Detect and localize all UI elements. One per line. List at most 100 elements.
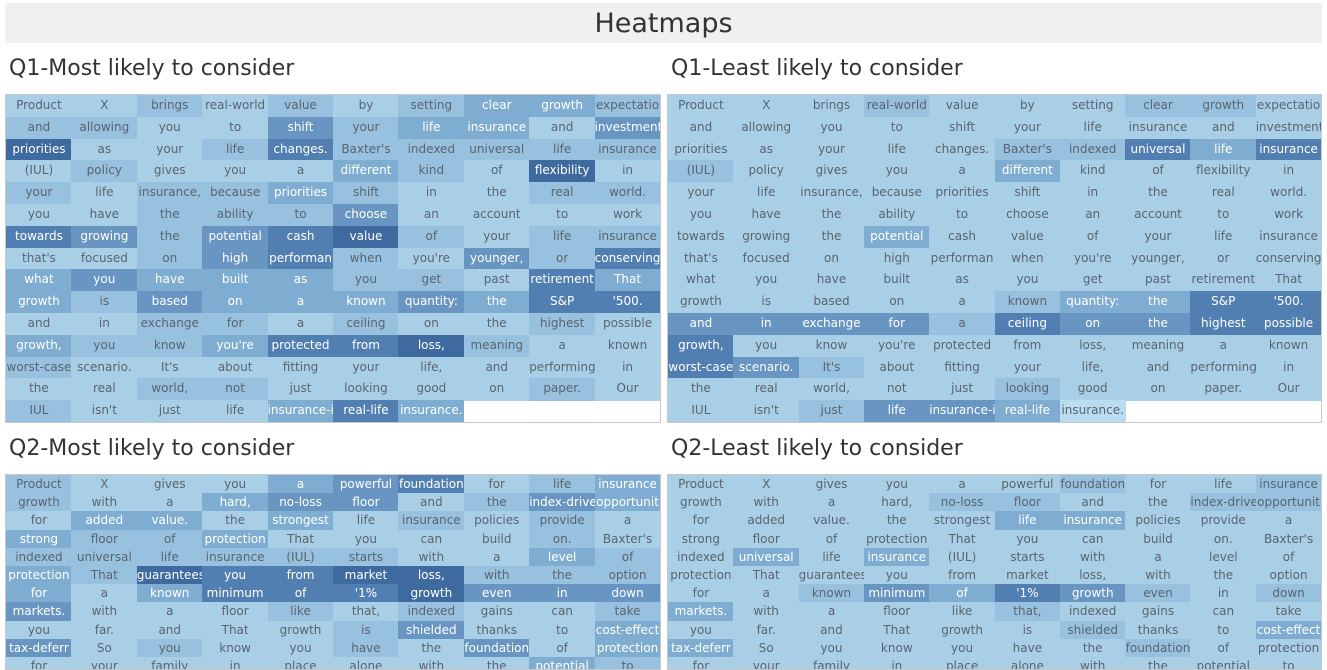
heatmap-cell: strong: [6, 529, 72, 549]
heatmap-cell: of: [267, 584, 334, 603]
heatmap-cell: on: [202, 291, 269, 314]
heatmap-cell: gives: [136, 475, 203, 494]
heatmap-cell: built: [863, 269, 930, 292]
heatmap-cell: growth: [1059, 584, 1126, 603]
heatmap-cell: the: [1059, 638, 1126, 658]
heatmap-cell: alone: [994, 657, 1061, 669]
heatmap-cell: tax-deferr: [668, 638, 734, 658]
heatmap-cell: known: [798, 584, 865, 603]
heatmap-cell: priorities: [929, 182, 995, 205]
heatmap-cell: take: [1255, 602, 1321, 622]
heatmap-cell: the: [1125, 493, 1191, 512]
heatmap-cell: Baxter's: [333, 138, 399, 161]
heatmap-cell: the: [798, 204, 865, 227]
heatmap-cell: you: [71, 334, 138, 358]
heatmap-cell: the: [6, 378, 72, 401]
heatmap-cell: potential: [1190, 657, 1257, 669]
heatmap-cell: kind: [398, 160, 465, 183]
heatmap-cell: and: [668, 116, 734, 140]
heatmap-cell: younger,: [463, 247, 530, 270]
heatmap-cell: the: [136, 204, 203, 227]
heatmap-cell: that's: [668, 247, 734, 270]
heatmap-cell: to: [202, 116, 269, 140]
heatmap-cell: account: [463, 204, 530, 227]
heatmap-cell: loss,: [1059, 334, 1126, 358]
heatmap-cell: gains: [463, 602, 530, 622]
heatmap-cell: to: [1190, 204, 1257, 227]
heatmap-cell: insurance-i: [267, 400, 334, 422]
heatmap-cell: know: [136, 334, 203, 358]
heatmap-cell: insurance: [1059, 511, 1126, 531]
heatmap-cell: shielded: [398, 620, 465, 640]
heatmap-cell: life: [1190, 138, 1257, 161]
heatmap-cell: an: [398, 204, 465, 227]
heatmap-cell: you're: [202, 334, 269, 358]
heatmap-cell: no-loss: [929, 493, 995, 512]
heatmap-cell: your: [71, 657, 138, 669]
heatmap-cell: place: [929, 657, 995, 669]
heatmap-cell: based: [798, 291, 865, 314]
heatmap-cell: real-world: [863, 95, 930, 118]
heatmap-cell: with: [463, 566, 530, 585]
heatmap-cell: your: [668, 182, 734, 205]
heatmap-cell: paper.: [529, 378, 596, 401]
heatmap-cell: quantity:: [398, 291, 465, 314]
heatmap-cell: work: [1255, 204, 1321, 227]
heatmap-cell: ceiling: [333, 313, 399, 336]
heatmap-cell: a: [733, 584, 800, 603]
heatmap-cell: insurance: [1255, 138, 1321, 161]
heatmap-cell: a: [267, 313, 334, 336]
heatmap-cell: as: [267, 269, 334, 292]
heatmap-cell: So: [71, 638, 138, 658]
heatmap-cell: real: [733, 378, 800, 401]
heatmap-cell: growth: [529, 95, 596, 118]
heatmap-cell: the: [202, 511, 269, 531]
heatmap-cell: shift: [994, 182, 1061, 205]
heatmap-cell: isn't: [733, 400, 800, 422]
heatmap-title-q2-most: Q2-Most likely to consider: [9, 436, 295, 461]
heatmap-cell: policies: [1125, 511, 1191, 531]
heatmap-cell: performan: [929, 247, 995, 270]
heatmap-cell: expectatio: [1255, 95, 1321, 118]
heatmap-cell: know: [863, 638, 930, 658]
heatmap-cell: for: [463, 475, 530, 494]
heatmap-cell: the: [529, 566, 596, 585]
heatmap-cell: loss,: [398, 334, 465, 358]
heatmap-cell: can: [1190, 602, 1257, 622]
heatmap-cell: in: [202, 657, 269, 669]
heatmap-cell: gives: [136, 160, 203, 183]
heatmap-cell: shift: [267, 116, 334, 140]
heatmap-cell: real-world: [202, 95, 269, 118]
heatmap-cell: setting: [398, 95, 465, 118]
heatmap-cell: Product: [6, 475, 72, 494]
heatmap-cell: That: [863, 620, 930, 640]
heatmap-cell: family: [798, 657, 865, 669]
heatmap-cell: just: [929, 378, 995, 401]
heatmap-cell: just: [267, 378, 334, 401]
heatmap-cell: It's: [136, 356, 203, 379]
heatmap-cell: allowing: [71, 116, 138, 140]
heatmap-cell: different: [333, 160, 399, 183]
heatmap-cell: in: [863, 657, 930, 669]
heatmap-cell: opportunit: [1255, 493, 1321, 512]
heatmap-cell: insurance.: [398, 400, 465, 422]
heatmap-cell: market: [333, 566, 399, 585]
heatmap-cell: priorities: [6, 138, 72, 161]
heatmap-cell: universal: [71, 547, 138, 567]
heatmap-cell: and: [1059, 493, 1126, 512]
heatmap-cell: on: [1125, 378, 1191, 401]
heatmap-cell: known: [1255, 334, 1321, 358]
heatmap-cell: because: [202, 182, 269, 205]
heatmap-cell: insurance: [1125, 116, 1191, 140]
heatmap-cell: far.: [733, 620, 800, 640]
heatmap-cell: option: [594, 566, 660, 585]
heatmap-cell: retirement: [529, 269, 596, 292]
heatmap-cell: IUL: [6, 400, 72, 422]
heatmap-cell: investment: [1255, 116, 1321, 140]
heatmap-cell: life: [529, 138, 596, 161]
heatmap-cell: a: [798, 493, 865, 512]
heatmap-cell: in: [733, 313, 800, 336]
heatmap-cell: work: [594, 204, 660, 227]
heatmap-cell: have: [136, 269, 203, 292]
heatmap-cell: the: [463, 291, 530, 314]
